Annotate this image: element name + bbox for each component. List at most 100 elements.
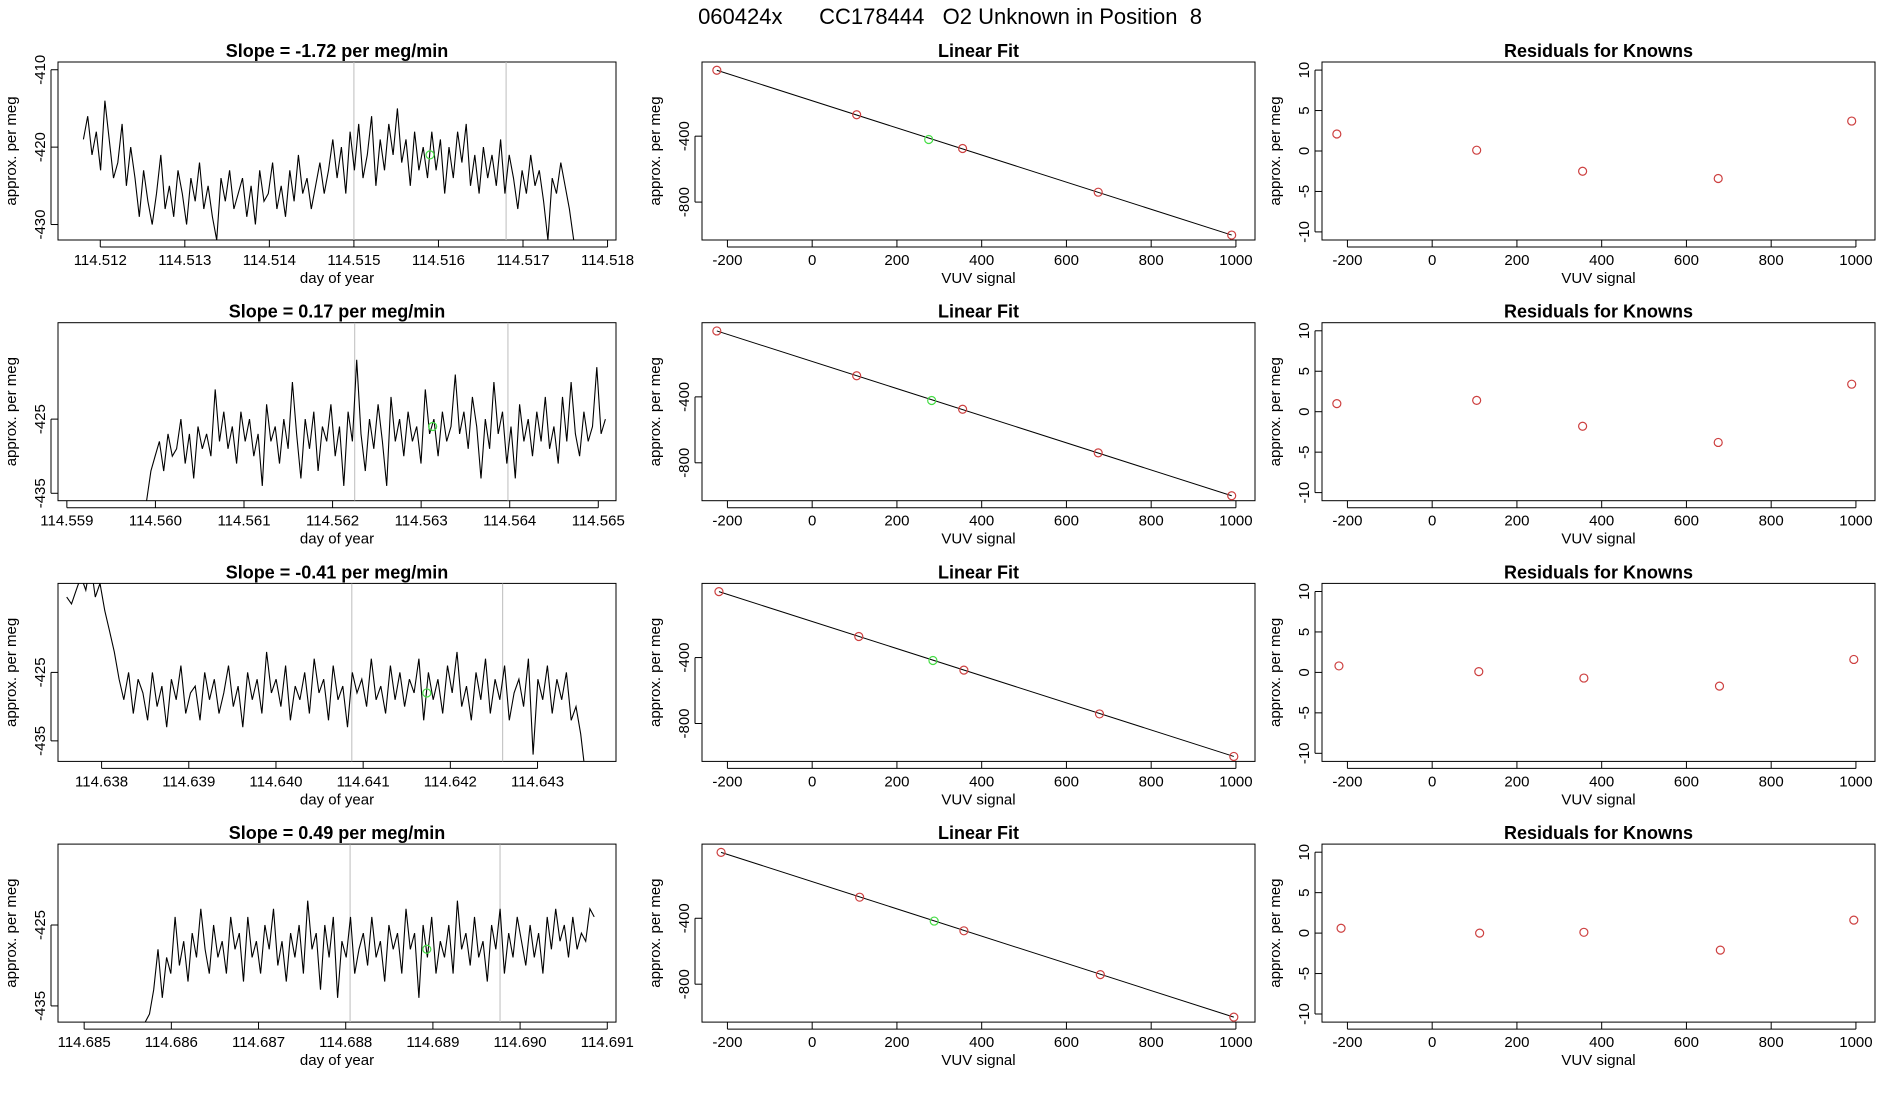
plot-frame <box>701 843 1256 1023</box>
x-tick-label: 600 <box>1054 252 1079 269</box>
known-point <box>714 587 724 597</box>
known-point <box>1094 709 1105 719</box>
y-tick-label: -800 <box>676 187 693 217</box>
x-tick-label: 200 <box>884 252 909 269</box>
known-point <box>852 371 862 381</box>
known-point <box>852 110 862 120</box>
known-point <box>1714 681 1725 691</box>
x-tick-label: 0 <box>808 513 816 530</box>
panel-residuals-row1: Residuals for Knowns-200 0 200 400 600 800 100… <box>1267 41 1876 287</box>
x-tick-label: 800 <box>1139 513 1164 530</box>
plot-frame <box>1321 582 1876 762</box>
x-axis-label: day of year <box>300 1052 374 1069</box>
panel-title: Residuals for Knowns <box>1504 41 1693 61</box>
known-point <box>1093 187 1103 197</box>
x-tick-label: 200 <box>1504 252 1529 269</box>
y-tick-label: 10 <box>1296 844 1313 861</box>
x-axis-label: VUV signal <box>1561 1052 1635 1069</box>
y-axis-label: approx. per meg <box>3 618 20 727</box>
x-tick-label: 114.638 <box>75 773 128 790</box>
y-tick-label: 0 <box>1296 668 1313 676</box>
x-tick-label: 800 <box>1759 513 1784 530</box>
x-tick-label: 114.560 <box>129 513 182 530</box>
y-tick-label: -10 <box>1296 221 1313 243</box>
panel-title: Linear Fit <box>938 823 1019 843</box>
plot-frame <box>701 322 1256 502</box>
known-point <box>959 665 969 675</box>
x-tick-label: 114.517 <box>496 252 549 269</box>
y-tick-label: 5 <box>1296 106 1313 114</box>
known-point <box>1847 116 1857 126</box>
series-line <box>146 359 606 501</box>
y-tick-label: -435 <box>32 478 49 508</box>
x-tick-label: 600 <box>1674 773 1699 790</box>
x-tick-label: 0 <box>1428 773 1436 790</box>
y-tick-label: -800 <box>676 969 693 999</box>
plot-area <box>1334 654 1859 691</box>
panel-title: Residuals for Knowns <box>1504 302 1693 322</box>
y-tick-label: -400 <box>676 903 693 933</box>
x-tick-label: 400 <box>1589 1034 1614 1051</box>
x-tick-label: 200 <box>1504 1034 1529 1051</box>
plot-area <box>712 65 1237 240</box>
fit-line <box>718 591 1234 757</box>
plot-frame <box>1321 322 1876 502</box>
y-axis-label: approx. per meg <box>647 618 664 727</box>
known-point <box>1713 173 1723 184</box>
x-tick-label: 114.641 <box>337 773 390 790</box>
x-tick-label: 200 <box>884 1034 909 1051</box>
x-tick-label: -200 <box>712 513 742 530</box>
known-point <box>1472 145 1482 155</box>
y-tick-label: -425 <box>32 910 49 940</box>
y-tick-label: 10 <box>1296 322 1313 339</box>
x-tick-label: 0 <box>808 252 816 269</box>
panel-timeseries-row2: Slope = 0.17 per meg/min 114.559 114.560 11… <box>3 302 625 548</box>
y-tick-label: -5 <box>1296 185 1313 198</box>
plot-frame <box>701 61 1256 241</box>
known-point <box>1093 448 1103 458</box>
x-tick-label: 114.690 <box>494 1034 547 1051</box>
x-axis-label: VUV signal <box>1561 791 1635 808</box>
x-tick-label: 114.688 <box>319 1034 372 1051</box>
x-tick-label: 0 <box>808 773 816 790</box>
plot-frame <box>57 61 617 241</box>
known-point <box>1715 945 1725 955</box>
known-point <box>1227 230 1237 240</box>
x-tick-label: -200 <box>712 1034 742 1051</box>
known-point <box>1849 915 1859 925</box>
known-point <box>1229 751 1239 762</box>
x-tick-label: 1000 <box>1219 773 1252 790</box>
panel-fit-row2: Linear Fit -200 0 200 400 600 800 1000 VUV signa… <box>647 302 1256 548</box>
x-axis-label: VUV signal <box>1561 531 1635 548</box>
x-tick-label: 600 <box>1674 1034 1699 1051</box>
y-axis-label: approx. per meg <box>1267 357 1284 466</box>
x-tick-label: 1000 <box>1839 1034 1872 1051</box>
x-axis-label: day of year <box>300 270 374 287</box>
x-tick-label: 114.687 <box>232 1034 285 1051</box>
y-tick-label: -425 <box>32 404 49 434</box>
x-tick-label: -200 <box>1332 773 1362 790</box>
series-line <box>144 900 595 1023</box>
known-point <box>1332 129 1342 139</box>
known-point <box>958 143 968 154</box>
unknown-point <box>924 134 934 145</box>
y-tick-label: 0 <box>1296 147 1313 155</box>
y-tick-label: -400 <box>676 382 693 412</box>
y-tick-label: -5 <box>1296 706 1313 719</box>
known-point <box>1475 928 1485 938</box>
y-tick-label: -435 <box>32 991 49 1021</box>
x-tick-label: 400 <box>1589 773 1614 790</box>
x-tick-label: 114.685 <box>58 1034 111 1051</box>
x-tick-label: 114.686 <box>145 1034 198 1051</box>
y-tick-label: -5 <box>1296 445 1313 458</box>
unknown-point <box>927 395 937 406</box>
x-tick-label: 600 <box>1674 252 1699 269</box>
unknown-point <box>422 688 432 698</box>
x-tick-label: -200 <box>1332 513 1362 530</box>
y-axis-label: approx. per meg <box>3 357 20 466</box>
y-axis-label: approx. per meg <box>3 878 20 987</box>
x-tick-label: 0 <box>1428 252 1436 269</box>
known-point <box>855 892 865 902</box>
y-tick-label: 5 <box>1296 888 1313 896</box>
x-tick-label: 1000 <box>1219 252 1252 269</box>
